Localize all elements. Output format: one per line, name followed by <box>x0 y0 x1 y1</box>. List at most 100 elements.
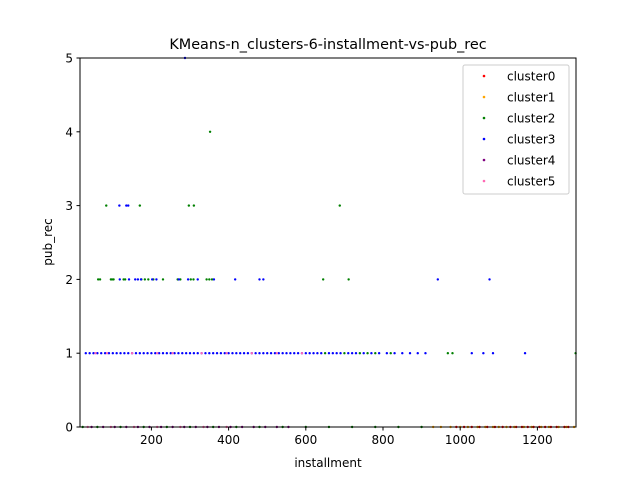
data-point <box>293 352 296 355</box>
y-tick-label: 2 <box>65 273 73 287</box>
data-point <box>134 352 138 355</box>
legend-marker <box>482 158 486 162</box>
data-point <box>94 352 97 355</box>
legend-label: cluster4 <box>507 154 555 168</box>
data-point <box>150 278 154 281</box>
data-point <box>362 352 365 355</box>
data-point <box>210 278 214 281</box>
data-point <box>155 278 158 281</box>
data-point <box>347 352 350 355</box>
data-point <box>177 278 181 281</box>
data-point <box>161 352 165 355</box>
data-point <box>181 352 184 355</box>
data-point <box>212 278 216 281</box>
data-point <box>88 352 91 355</box>
data-point <box>331 352 335 355</box>
data-point <box>157 352 161 355</box>
data-point <box>187 204 191 207</box>
data-point <box>177 352 180 355</box>
data-point <box>127 278 131 281</box>
data-point <box>118 204 121 207</box>
data-point <box>316 352 319 355</box>
data-point <box>136 278 140 281</box>
data-point <box>208 130 212 133</box>
legend-marker <box>482 137 486 141</box>
data-point <box>219 352 223 355</box>
data-point <box>138 352 142 355</box>
data-point <box>84 352 87 355</box>
data-point <box>235 352 238 355</box>
data-point <box>215 352 219 355</box>
data-point <box>156 352 159 355</box>
data-point <box>96 352 99 355</box>
data-point <box>196 352 199 355</box>
legend-marker <box>482 116 486 120</box>
data-point <box>266 352 269 355</box>
data-point <box>281 352 284 355</box>
data-point <box>347 278 350 281</box>
data-point <box>200 352 203 355</box>
data-point <box>385 352 389 355</box>
data-point <box>262 278 265 281</box>
data-point <box>92 352 95 355</box>
data-point <box>130 352 134 355</box>
data-point <box>320 352 323 355</box>
data-point <box>231 352 234 355</box>
x-tick-label: 800 <box>372 433 395 447</box>
data-point <box>118 278 121 281</box>
x-tick-label: 600 <box>294 433 317 447</box>
data-point <box>223 352 226 355</box>
data-point <box>134 278 137 281</box>
chart-title: KMeans-n_clusters-6-installment-vs-pub_r… <box>169 37 486 53</box>
data-point <box>296 352 300 355</box>
data-point <box>238 352 242 355</box>
data-point <box>343 352 346 355</box>
data-point <box>205 278 208 281</box>
data-point <box>304 352 308 355</box>
data-point <box>154 352 157 355</box>
data-point <box>188 352 192 355</box>
legend-label: cluster3 <box>507 133 555 147</box>
data-point <box>125 204 128 207</box>
data-point <box>143 278 147 281</box>
data-point <box>186 278 190 281</box>
data-point <box>277 352 280 355</box>
legend-label: cluster5 <box>507 175 555 189</box>
data-point <box>173 352 176 355</box>
y-tick-label: 1 <box>65 347 73 361</box>
data-point <box>211 352 215 355</box>
data-point <box>339 352 342 355</box>
data-point <box>446 352 450 355</box>
legend-marker <box>482 74 486 78</box>
data-point <box>366 352 369 355</box>
data-point <box>401 352 404 355</box>
data-point <box>370 352 373 355</box>
data-point <box>196 278 199 281</box>
data-point <box>165 352 169 355</box>
data-point <box>115 352 118 355</box>
data-point <box>523 352 527 355</box>
data-point <box>250 352 253 355</box>
data-point <box>258 278 261 281</box>
data-point <box>100 352 103 355</box>
data-point <box>424 352 427 355</box>
data-point <box>312 352 315 355</box>
data-point <box>242 352 246 355</box>
y-tick-label: 3 <box>65 199 73 213</box>
data-point <box>192 204 196 207</box>
data-point <box>127 204 130 207</box>
data-point <box>171 352 174 355</box>
data-point <box>139 278 143 281</box>
data-point <box>184 352 188 355</box>
legend-label: cluster2 <box>507 112 555 126</box>
data-point <box>105 204 108 207</box>
x-tick-label: 400 <box>217 433 240 447</box>
data-point <box>470 352 473 355</box>
legend-entries: cluster0 cluster1 cluster2 cluster3 cluster4… <box>482 70 555 189</box>
data-point <box>262 352 265 355</box>
data-point <box>225 352 228 355</box>
data-point <box>111 352 115 355</box>
data-point <box>358 352 362 355</box>
data-point <box>123 352 126 355</box>
data-point <box>98 278 102 281</box>
